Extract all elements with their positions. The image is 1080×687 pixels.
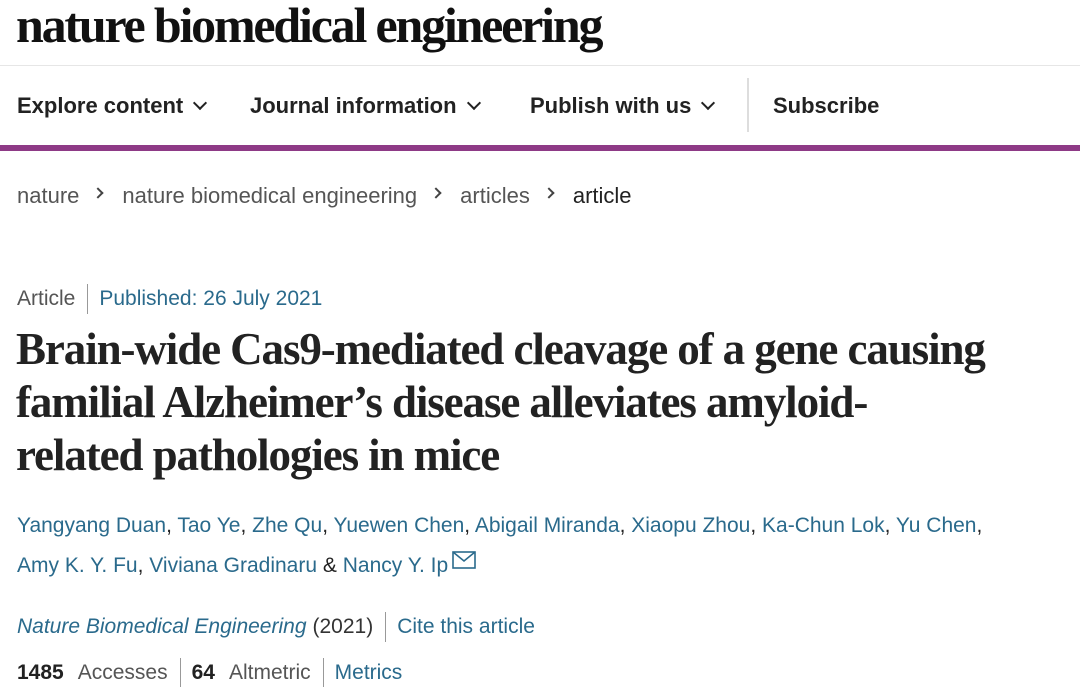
nav-journal-information[interactable]: Journal information: [250, 67, 481, 145]
author-link[interactable]: Yu Chen: [895, 514, 977, 537]
chevron-down-icon: [701, 95, 716, 111]
nav-subscribe-label: Subscribe: [773, 93, 880, 118]
accesses-count: 1485: [17, 661, 64, 684]
author-separator: ,: [137, 554, 144, 577]
author-link[interactable]: Abigail Miranda: [474, 514, 620, 537]
author-link[interactable]: Amy K. Y. Fu: [17, 554, 138, 577]
author-separator: &: [322, 554, 337, 577]
citation-line: Nature Biomedical Engineering (2021) Cit…: [17, 610, 535, 644]
article-meta: Article Published: 26 July 2021: [17, 282, 322, 316]
corresponding-author-link[interactable]: Nancy Y. Ip: [342, 554, 449, 577]
author-line: Amy K. Y. Fu, Viviana Gradinaru & Nancy …: [17, 546, 1077, 586]
nav-divider: [747, 78, 749, 132]
article-title: Brain-wide Cas9-mediated cleavage of a g…: [16, 323, 1078, 482]
author-separator: ,: [322, 514, 329, 537]
chevron-right-icon: [543, 187, 555, 199]
metrics-link[interactable]: Metrics: [334, 661, 403, 684]
author-separator: ,: [240, 514, 247, 537]
nav-explore-content[interactable]: Explore content: [17, 67, 208, 145]
author-link[interactable]: Yangyang Duan: [17, 514, 167, 537]
article-title-line: related pathologies in mice: [16, 430, 500, 480]
author-link[interactable]: Tao Ye: [177, 514, 241, 537]
author-link[interactable]: Ka-Chun Lok: [762, 514, 885, 537]
journal-logo[interactable]: nature biomedical engineering: [16, 0, 603, 53]
main-nav: Explore content Journal information Publ…: [0, 67, 1080, 145]
nav-publish-label: Publish with us: [530, 93, 692, 118]
cite-this-article-link[interactable]: Cite this article: [397, 615, 535, 638]
author-link[interactable]: Xiaopu Zhou: [631, 514, 751, 537]
altmetric-count: 64: [191, 661, 215, 684]
author-separator: ,: [464, 514, 471, 537]
article-type: Article: [17, 287, 76, 310]
author-link[interactable]: Viviana Gradinaru: [149, 554, 318, 577]
journal-name-link[interactable]: Nature Biomedical Engineering: [17, 615, 307, 638]
nav-journal-info-label: Journal information: [250, 93, 457, 118]
site-header: nature biomedical engineering: [0, 0, 1080, 66]
author-separator: ,: [166, 514, 172, 537]
meta-divider: [87, 284, 89, 314]
altmetric-label: Altmetric: [228, 661, 311, 684]
author-separator: ,: [884, 514, 891, 537]
metrics-bar: 1485 Accesses 64 Altmetric Metrics: [17, 656, 402, 687]
author-link[interactable]: Yuewen Chen: [333, 514, 465, 537]
chevron-down-icon: [193, 95, 208, 111]
author-line: Yangyang Duan, Tao Ye, Zhe Qu, Yuewen Ch…: [17, 506, 1077, 546]
author-list: Yangyang Duan, Tao Ye, Zhe Qu, Yuewen Ch…: [17, 506, 1077, 586]
article-title-line: Brain-wide Cas9-mediated cleavage of a g…: [16, 324, 986, 374]
citation-divider: [385, 612, 387, 642]
metrics-divider: [179, 658, 181, 687]
mail-icon[interactable]: [452, 551, 476, 569]
nav-subscribe[interactable]: Subscribe: [773, 67, 879, 145]
breadcrumb: nature nature biomedical engineering art…: [17, 180, 632, 212]
author-separator: ,: [619, 514, 626, 537]
breadcrumb-articles[interactable]: articles: [460, 183, 530, 208]
publication-year: (2021): [312, 615, 374, 638]
author-separator: ,: [750, 514, 757, 537]
published-date: Published: 26 July 2021: [99, 287, 323, 310]
chevron-right-icon: [430, 187, 442, 199]
accesses-label: Accesses: [77, 661, 168, 684]
breadcrumb-journal[interactable]: nature biomedical engineering: [122, 183, 418, 208]
article-title-line: familial Alzheimer’s disease alleviates …: [16, 377, 868, 427]
chevron-right-icon: [92, 187, 105, 199]
nav-explore-label: Explore content: [17, 93, 184, 118]
author-link[interactable]: Zhe Qu: [252, 514, 323, 537]
breadcrumb-article: article: [572, 183, 632, 208]
metrics-divider: [322, 658, 324, 687]
author-separator: ,: [976, 514, 983, 537]
chevron-down-icon: [466, 95, 481, 111]
breadcrumb-nature[interactable]: nature: [17, 183, 80, 208]
nav-publish-with-us[interactable]: Publish with us: [530, 67, 716, 145]
nav-accent-rule: [0, 145, 1080, 151]
